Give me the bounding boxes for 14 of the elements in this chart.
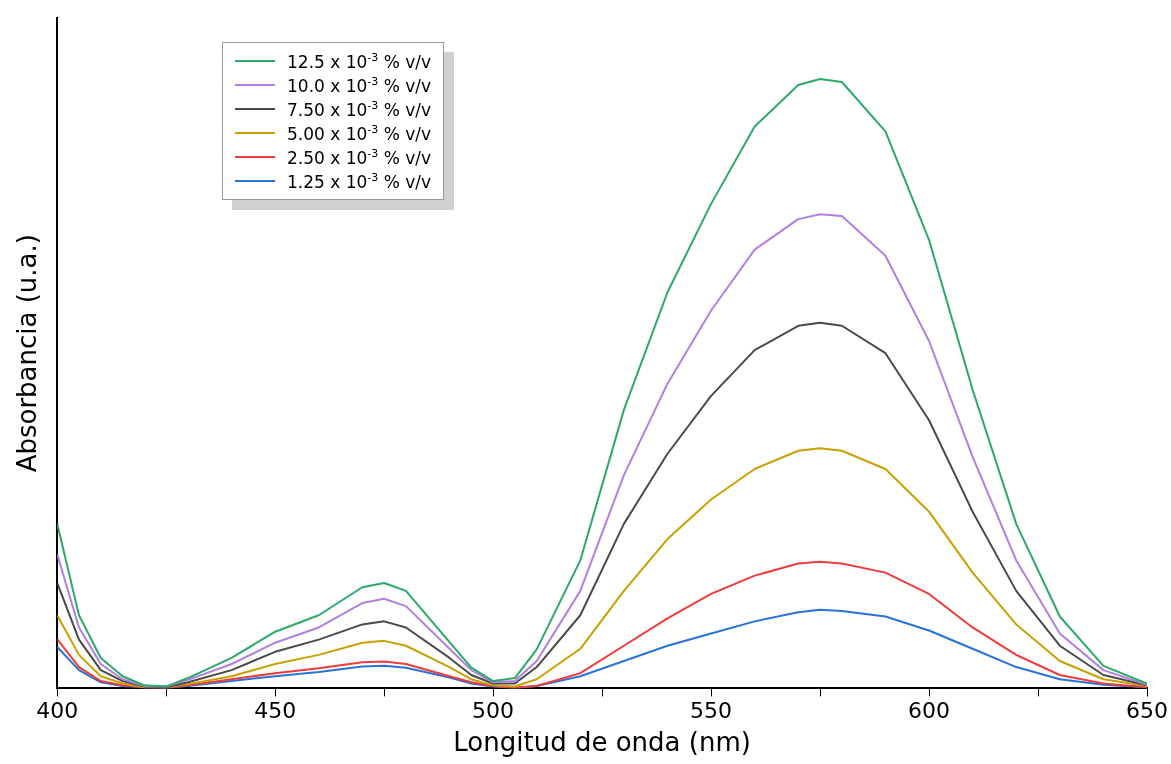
legend-label: 1.25 x 10$^{-3}$ % v/v bbox=[287, 170, 432, 192]
legend-label: 5.00 x 10$^{-3}$ % v/v bbox=[287, 122, 432, 144]
x-tick-label: 500 bbox=[472, 698, 515, 724]
legend-label: 7.50 x 10$^{-3}$ % v/v bbox=[287, 98, 432, 120]
legend-label: 12.5 x 10$^{-3}$ % v/v bbox=[287, 50, 432, 72]
y-axis-title: Absorbancia (u.a.) bbox=[12, 234, 43, 473]
legend-label: 2.50 x 10$^{-3}$ % v/v bbox=[287, 146, 432, 168]
x-tick-label: 650 bbox=[1126, 698, 1168, 724]
x-axis-title: Longitud de onda (nm) bbox=[453, 727, 751, 758]
x-tick-label: 550 bbox=[690, 698, 733, 724]
legend-label: 10.0 x 10$^{-3}$ % v/v bbox=[287, 74, 432, 96]
x-tick-label: 400 bbox=[36, 698, 79, 724]
x-tick-label: 600 bbox=[908, 698, 951, 724]
x-tick-label: 450 bbox=[254, 698, 297, 724]
